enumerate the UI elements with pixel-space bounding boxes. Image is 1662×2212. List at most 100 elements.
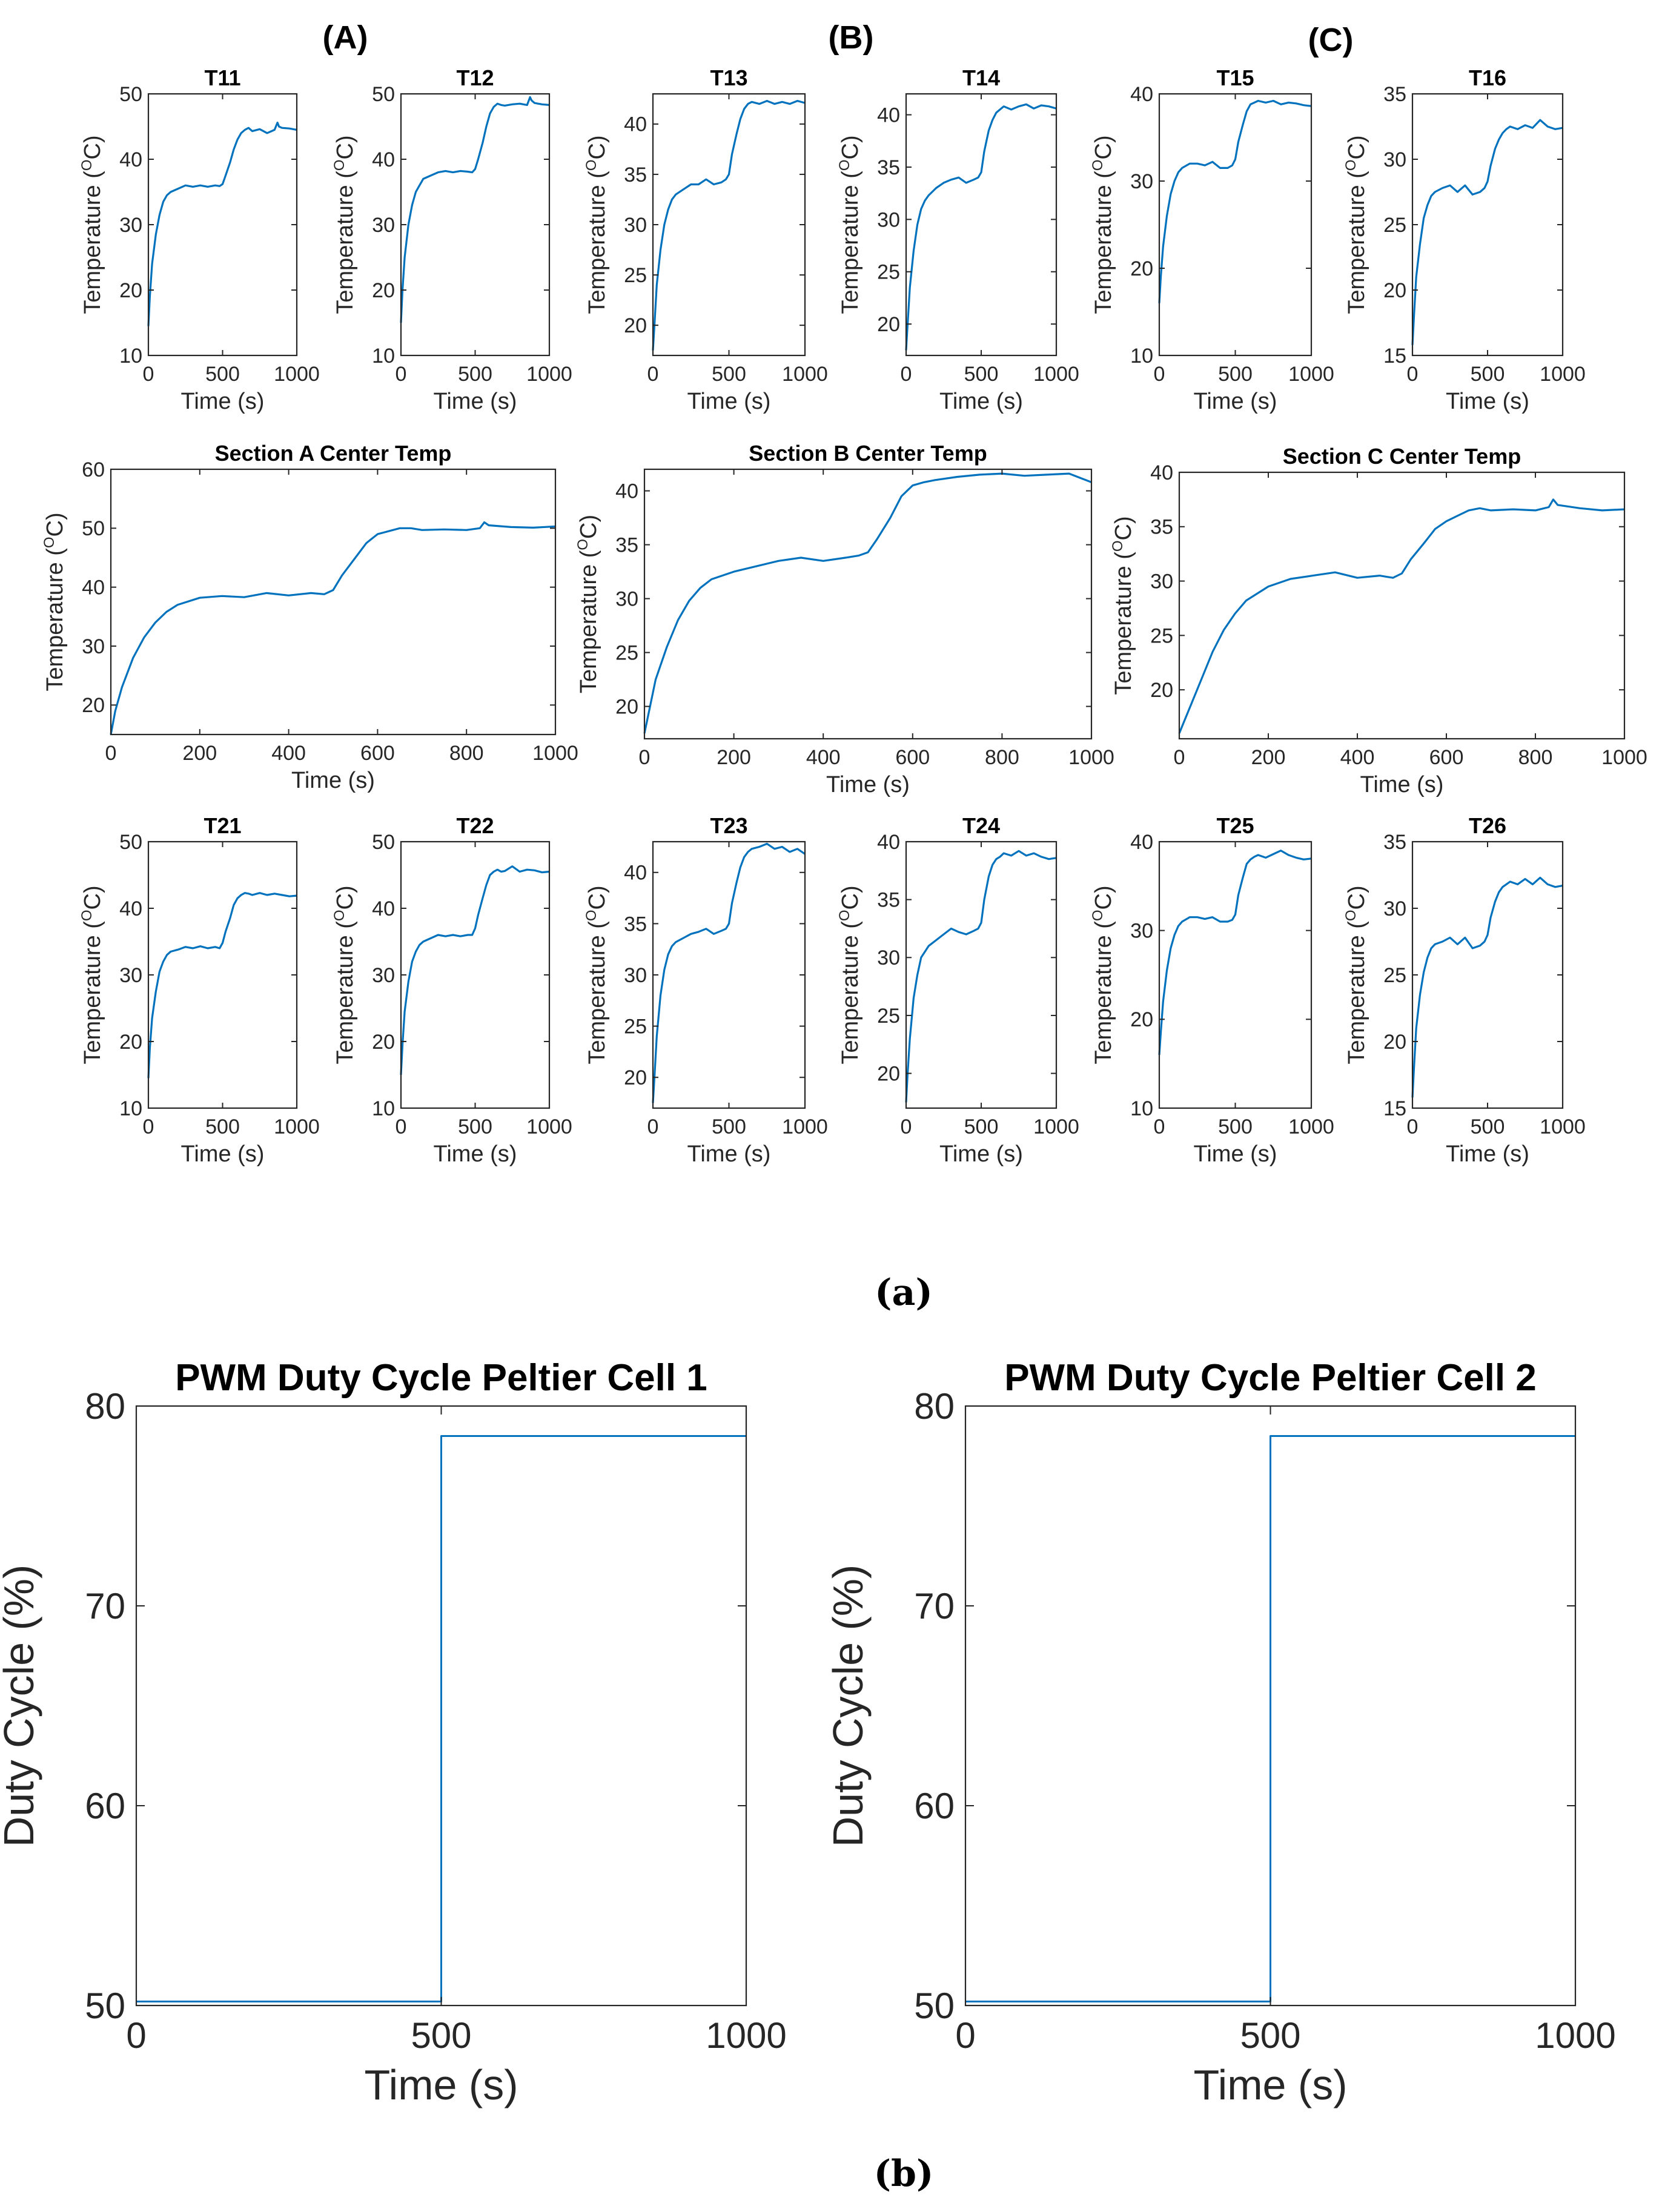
- x-tick-label: 600: [1429, 746, 1464, 769]
- x-tick-label: 600: [360, 742, 395, 765]
- x-tick-label: 500: [458, 363, 492, 386]
- chart-title: T16: [1469, 65, 1506, 90]
- y-tick-label: 60: [82, 458, 105, 481]
- x-tick-label: 1000: [782, 1115, 828, 1138]
- axes-box: [147, 93, 298, 357]
- x-tick-label: 800: [449, 742, 484, 765]
- y-tick-label: 30: [1130, 170, 1153, 193]
- y-tick-label: 25: [1150, 624, 1173, 647]
- y-tick-label: 50: [372, 831, 395, 854]
- y-tick-label: 20: [372, 1031, 395, 1054]
- x-tick-label: 200: [717, 746, 751, 769]
- y-tick-label: 25: [624, 264, 647, 287]
- data-line: [652, 842, 806, 1103]
- x-axis-label: Time (s): [939, 389, 1023, 414]
- y-tick-label: 50: [85, 1986, 125, 2026]
- x-axis-label: Time (s): [687, 389, 771, 414]
- chart-sb: Section B Center Temp 0 200 400 600 800 1000 20…: [575, 441, 1114, 797]
- y-tick-label: 30: [82, 635, 105, 658]
- x-tick-label: 400: [271, 742, 306, 765]
- chart-t22: T22 0 500 1000 10 20 30 40 50 Time (s) Temperature…: [331, 813, 572, 1167]
- x-tick-label: 1000: [1288, 1115, 1334, 1138]
- x-tick-label: 1000: [1540, 363, 1586, 386]
- chart-pwm2: PWM Duty Cycle Peltier Cell 2 0 500 1000 50 6…: [824, 1357, 1616, 2108]
- axes-box: [1411, 840, 1564, 1109]
- chart-title: T14: [962, 65, 1000, 90]
- chart-title: PWM Duty Cycle Peltier Cell 2: [1004, 1357, 1537, 1399]
- x-tick-label: 0: [647, 363, 659, 386]
- data-line: [110, 521, 556, 735]
- chart-t23: T23 0 500 1000 20 25 30 35 40 Time (s) Temperature…: [583, 813, 828, 1167]
- x-tick-label: 800: [985, 746, 1019, 769]
- x-tick-label: 1000: [274, 1115, 320, 1138]
- chart-t21: T21 0 500 1000 10 20 30 40 50 Time (s) Temperature…: [79, 813, 320, 1167]
- axes-box: [652, 93, 806, 357]
- y-tick-label: 25: [624, 1015, 647, 1038]
- x-axis-label: Time (s): [291, 768, 375, 793]
- x-tick-label: 0: [1407, 1115, 1419, 1138]
- y-tick-label: 25: [877, 261, 900, 284]
- axes-box: [905, 93, 1058, 357]
- y-tick-label: 70: [85, 1586, 125, 1626]
- data-line: [652, 100, 806, 351]
- axes-box: [905, 840, 1058, 1109]
- data-line: [905, 850, 1057, 1103]
- x-tick-label: 200: [182, 742, 217, 765]
- y-tick-label: 30: [119, 964, 142, 987]
- chart-sc: Section C Center Temp 0 200 400 600 800 1000 20…: [1110, 444, 1647, 797]
- y-tick-label: 40: [82, 576, 105, 599]
- x-tick-label: 500: [1471, 363, 1505, 386]
- axes-box: [1411, 93, 1564, 357]
- chart-title: T21: [204, 813, 241, 838]
- x-tick-label: 500: [1240, 2015, 1300, 2056]
- data-line: [643, 472, 1092, 734]
- x-axis-label: Time (s): [1360, 772, 1444, 797]
- axes-box: [643, 468, 1093, 740]
- chart-title: T24: [962, 813, 1000, 838]
- y-axis-label: Temperature (OC): [79, 885, 105, 1064]
- y-axis-label: Temperature (OC): [836, 135, 863, 314]
- y-axis-label: Temperature (OC): [583, 885, 610, 1064]
- y-tick-label: 80: [914, 1386, 955, 1427]
- y-axis-label: Temperature (OC): [331, 885, 358, 1064]
- x-tick-label: 400: [1340, 746, 1375, 769]
- x-axis-label: Time (s): [687, 1141, 771, 1167]
- x-tick-label: 0: [901, 1115, 912, 1138]
- x-tick-label: 1000: [526, 363, 572, 386]
- y-tick-label: 50: [82, 517, 105, 540]
- y-tick-label: 25: [1383, 964, 1406, 987]
- x-tick-label: 0: [1407, 363, 1419, 386]
- x-axis-label: Time (s): [1194, 1141, 1277, 1167]
- x-tick-label: 0: [647, 1115, 659, 1138]
- data-line: [1411, 876, 1563, 1098]
- y-tick-label: 35: [877, 156, 900, 179]
- y-axis-label: Temperature (OC): [79, 135, 105, 314]
- axes-box: [147, 840, 298, 1109]
- data-line: [147, 121, 297, 326]
- y-tick-label: 40: [877, 104, 900, 127]
- x-axis-label: Time (s): [1446, 1141, 1529, 1167]
- y-tick-label: 50: [119, 831, 142, 854]
- y-tick-label: 30: [624, 214, 647, 237]
- y-tick-label: 70: [914, 1586, 955, 1626]
- y-tick-label: 30: [624, 964, 647, 987]
- y-axis-label: Temperature (OC): [575, 515, 601, 693]
- data-line: [1411, 119, 1563, 345]
- chart-t11: T11 0 500 1000 10 20 30 40 50 Time (s) Temperature…: [79, 65, 320, 414]
- data-line: [965, 1435, 1575, 2002]
- y-tick-label: 20: [1383, 279, 1406, 302]
- x-tick-label: 1000: [532, 742, 578, 765]
- chart-title: Section C Center Temp: [1283, 444, 1521, 469]
- x-axis-label: Time (s): [826, 772, 910, 797]
- section-label-c: (C): [1308, 22, 1354, 58]
- y-tick-label: 15: [1383, 1097, 1406, 1120]
- y-axis-label: Temperature (OC): [583, 135, 610, 314]
- y-axis-label: Temperature (OC): [1090, 135, 1116, 314]
- x-tick-label: 0: [396, 363, 407, 386]
- chart-title: T25: [1216, 813, 1254, 838]
- y-tick-label: 35: [877, 889, 900, 912]
- data-line: [400, 96, 550, 323]
- y-tick-label: 40: [877, 831, 900, 854]
- chart-t24: T24 0 500 1000 20 25 30 35 40 Time (s) Temperature…: [836, 813, 1079, 1167]
- data-line: [905, 103, 1057, 351]
